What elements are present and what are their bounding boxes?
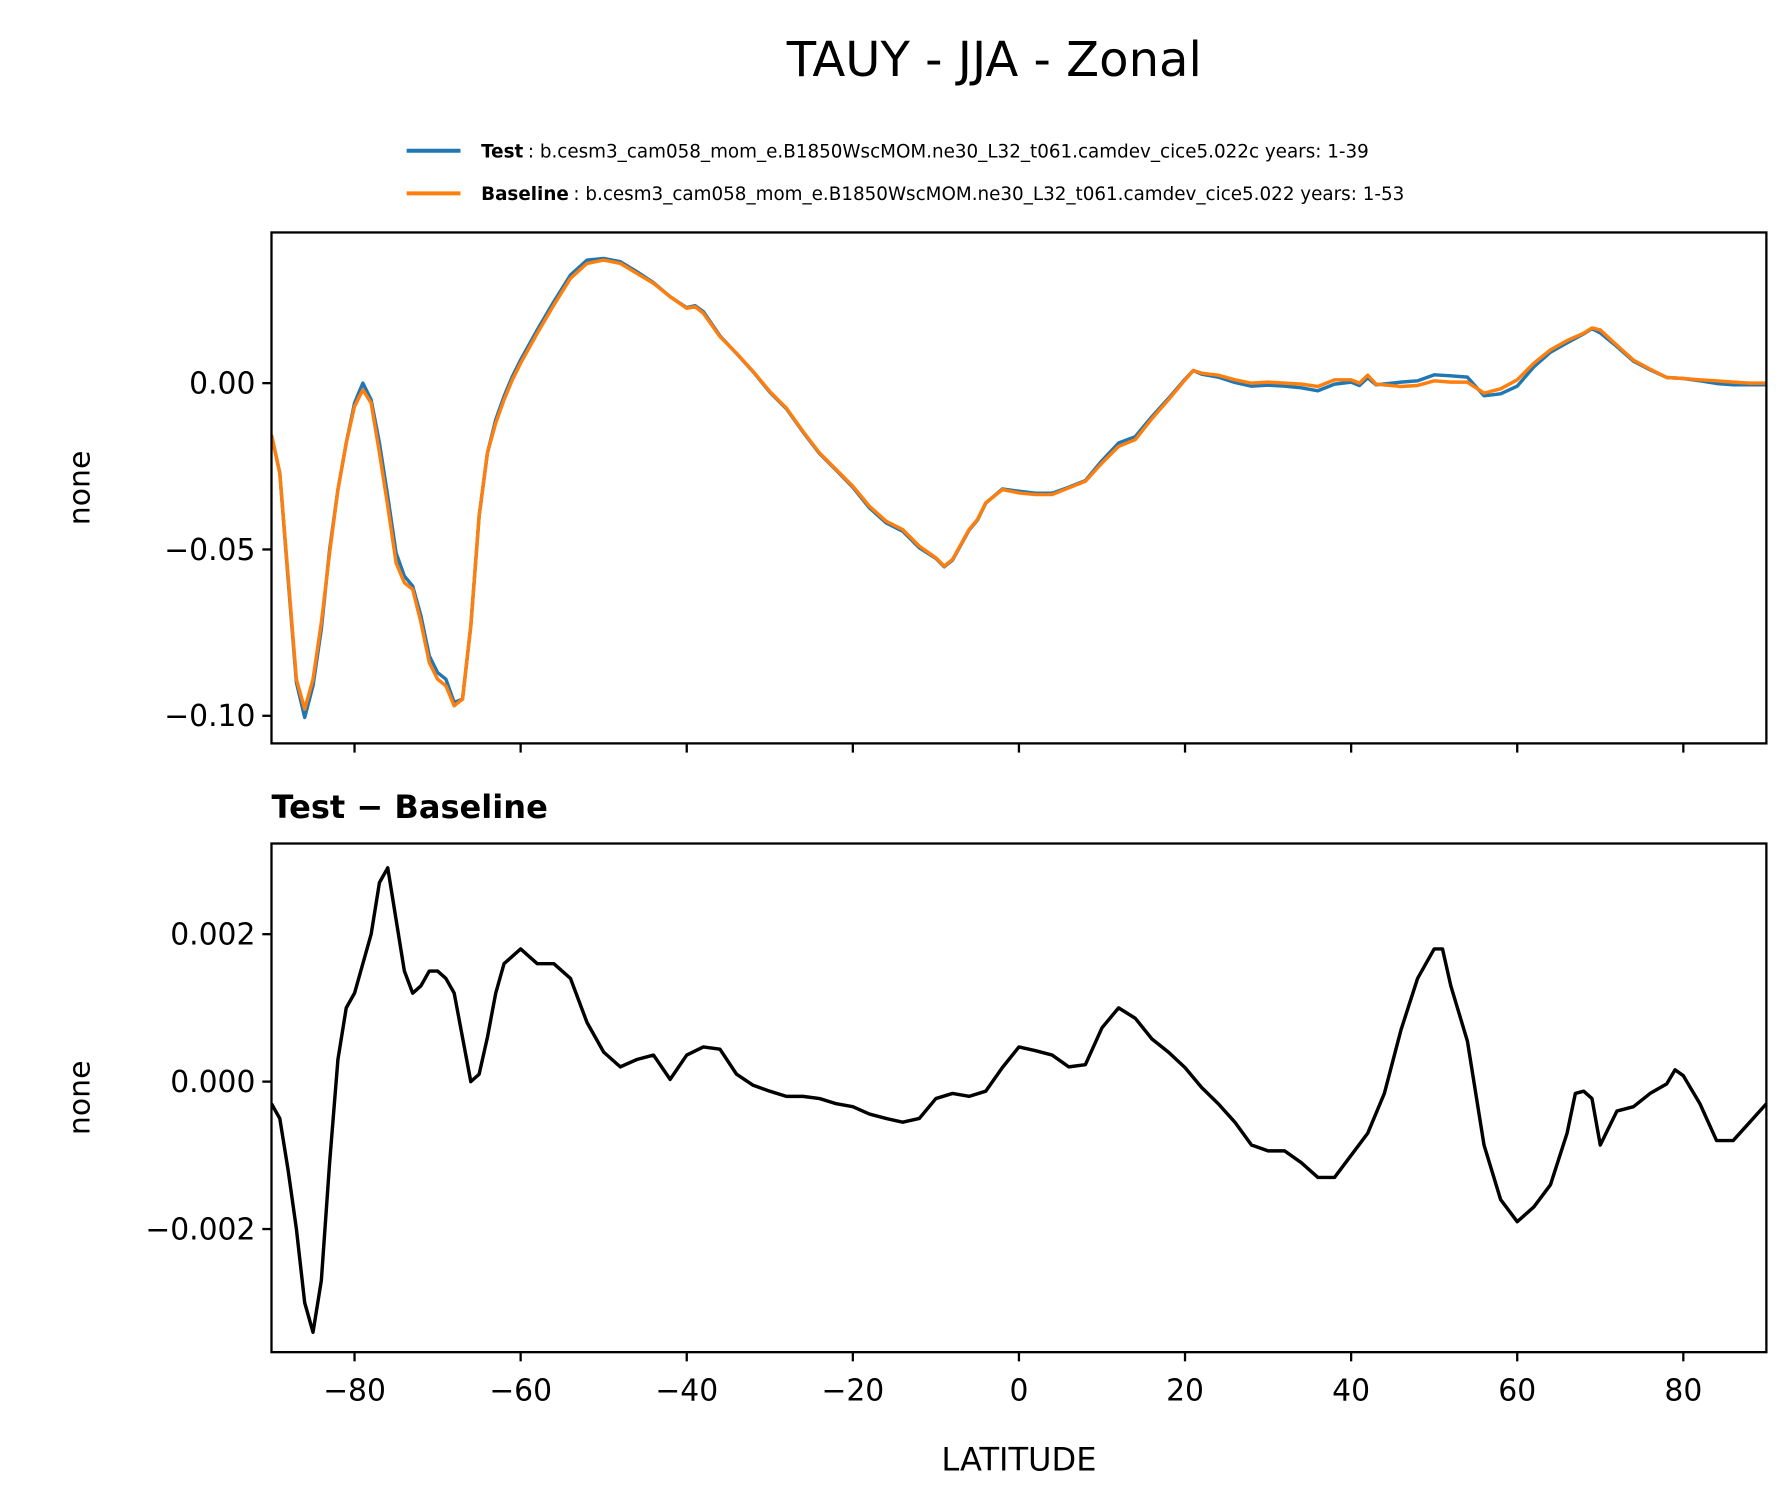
y-axis-label: none bbox=[62, 451, 97, 526]
y-tick-label: 0.000 bbox=[170, 1065, 255, 1100]
legend-name: Test bbox=[481, 142, 523, 163]
x-tick-label: −20 bbox=[821, 1373, 884, 1408]
x-tick-label: −60 bbox=[489, 1373, 552, 1408]
y-tick-label: −0.05 bbox=[164, 533, 255, 568]
x-tick-label: −40 bbox=[655, 1373, 718, 1408]
x-tick-label: 20 bbox=[1166, 1373, 1204, 1408]
x-tick-label: −80 bbox=[323, 1373, 386, 1408]
legend-entry: Baseline: b.cesm3_cam058_mom_e.B1850WscM… bbox=[481, 184, 1404, 205]
chart-title: TAUY - JJA - Zonal bbox=[786, 32, 1202, 88]
x-tick-label: 0 bbox=[1009, 1373, 1028, 1408]
y-tick-label: −0.10 bbox=[164, 699, 255, 734]
y-tick-label: 0.00 bbox=[189, 366, 255, 401]
legend-label: : b.cesm3_cam058_mom_e.B1850WscMOM.ne30_… bbox=[573, 184, 1404, 205]
legend-entry: Test: b.cesm3_cam058_mom_e.B1850WscMOM.n… bbox=[481, 142, 1369, 163]
legend-label: : b.cesm3_cam058_mom_e.B1850WscMOM.ne30_… bbox=[528, 142, 1369, 163]
y-axis-label: none bbox=[62, 1061, 97, 1136]
data-line bbox=[271, 258, 1767, 711]
legend-name: Baseline bbox=[481, 184, 569, 205]
x-tick-label: 60 bbox=[1498, 1373, 1536, 1408]
y-tick-label: −0.002 bbox=[145, 1212, 255, 1247]
subplot-title: Test − Baseline bbox=[271, 788, 547, 826]
x-tick-label: 80 bbox=[1664, 1373, 1702, 1408]
y-tick-label: 0.002 bbox=[170, 917, 255, 952]
x-tick-label: 40 bbox=[1332, 1373, 1370, 1408]
x-axis-label: LATITUDE bbox=[941, 1441, 1096, 1479]
data-line bbox=[271, 866, 1767, 1334]
